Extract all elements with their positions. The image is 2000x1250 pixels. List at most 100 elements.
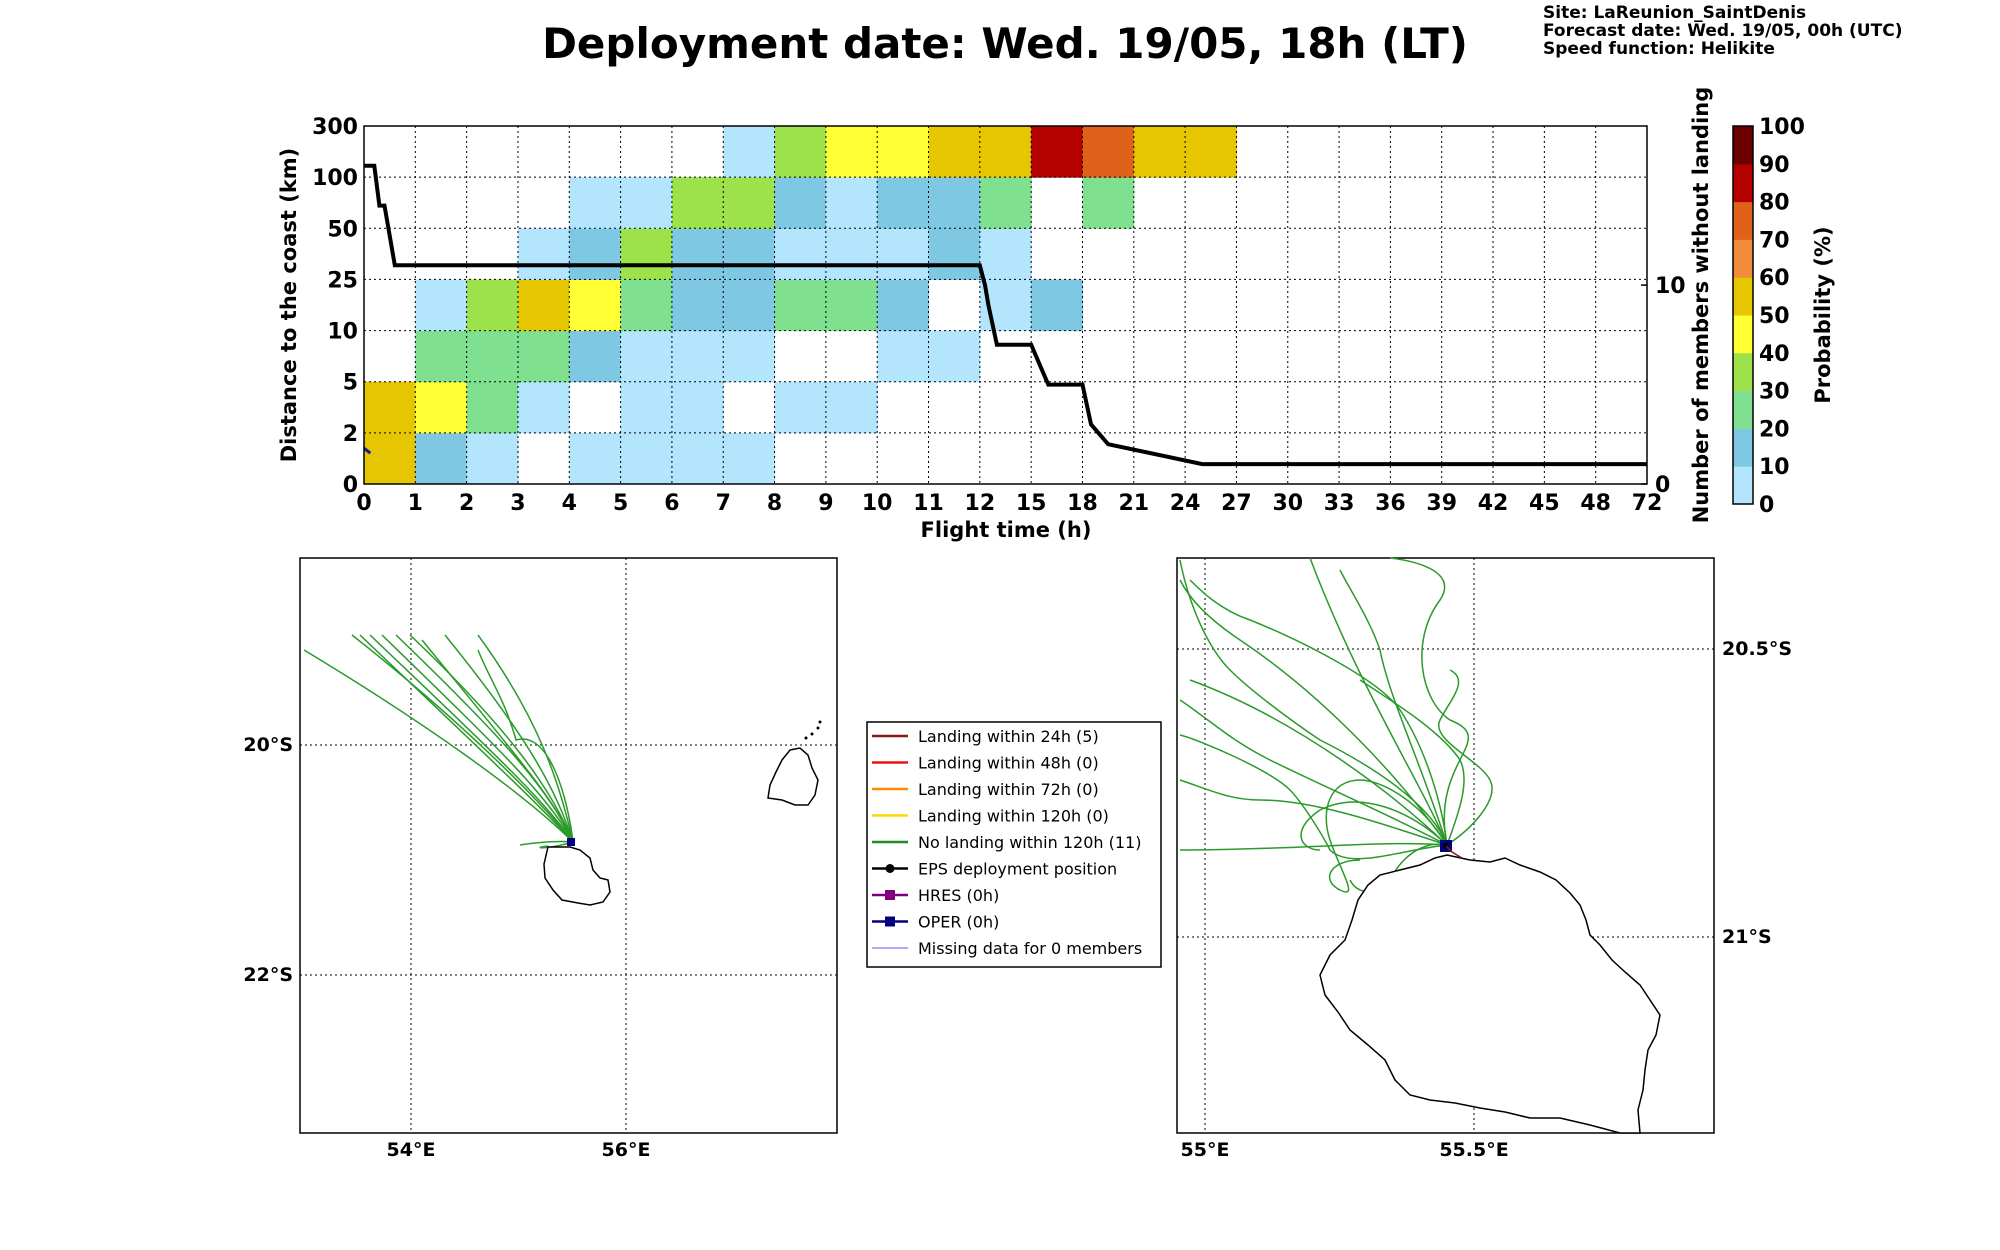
y-tick-label: 300 (312, 115, 358, 140)
heatmap-cell (569, 330, 622, 383)
heatmap-cell (928, 330, 981, 383)
x-tick-label: 45 (1529, 491, 1560, 516)
x-tick-label: 11 (913, 491, 944, 516)
x-tick-label: 27 (1221, 491, 1252, 516)
regional-y-tick-20S: 20°S (243, 734, 293, 756)
colorbar-tick-label: 70 (1759, 228, 1790, 253)
heatmap-cell (774, 279, 827, 332)
heatmap-cell (1185, 126, 1237, 178)
figure-title: Deployment date: Wed. 19/05, 18h (LT) (542, 19, 1468, 68)
legend-marker (885, 916, 895, 927)
mauritius-coastline (767, 747, 819, 806)
heatmap-cell (466, 432, 519, 485)
legend-label: Landing within 72h (0) (918, 780, 1099, 799)
legend-item: OPER (0h) (872, 913, 999, 932)
legend-label: OPER (0h) (918, 913, 999, 932)
heatmap-cell (877, 177, 930, 229)
legend-marker (885, 890, 895, 900)
heatmap-cells (364, 126, 1237, 485)
heatmap-cell (671, 381, 724, 434)
legend-label: EPS deployment position (918, 860, 1117, 879)
legend-items: Landing within 24h (5) Landing within 48h… (872, 727, 1142, 958)
heatmap-cell (620, 177, 673, 229)
y-tick-label: 100 (312, 166, 358, 191)
colorbar-frame (1732, 125, 1754, 505)
regional-map-ticks: 54°E 56°E 20°S 22°S (243, 734, 650, 1161)
zoom-y-tick-21S: 21°S (1722, 926, 1772, 948)
heatmap-cell (466, 330, 519, 383)
x-tick-label: 33 (1324, 491, 1355, 516)
x-tick-label: 24 (1170, 491, 1201, 516)
zoom-landing-track (1445, 845, 1463, 859)
heatmap-cell (877, 126, 930, 178)
y-tick-label: 25 (327, 268, 358, 293)
heatmap-cell (1133, 126, 1186, 178)
x-tick-label: 6 (664, 491, 679, 516)
heatmap-cell (415, 381, 468, 434)
x-tick-label: 36 (1375, 491, 1406, 516)
legend-item: Landing within 24h (5) (872, 727, 1099, 746)
x-axis-label: Flight time (h) (921, 518, 1092, 542)
colorbar-tick-label: 40 (1759, 342, 1790, 367)
colorbar: 0 10 20 30 40 50 60 70 80 90 100 Probability (%) (1732, 115, 1835, 518)
heatmap-cell (774, 228, 827, 280)
heatmap-frame (363, 125, 1648, 485)
heatmap-cell (774, 126, 827, 178)
colorbar-tick-label: 50 (1759, 304, 1790, 329)
x-tick-label: 1 (408, 491, 423, 516)
heatmap-cell (466, 279, 519, 332)
legend-item: Landing within 48h (0) (872, 754, 1099, 773)
heatmap-cell (517, 381, 570, 434)
colorbar-label: Probability (%) (1811, 226, 1835, 403)
heatmap-cell (723, 228, 776, 280)
regional-x-tick-56E: 56°E (602, 1139, 651, 1161)
colorbar-tick-label: 100 (1759, 115, 1805, 140)
heatmap-cell (723, 279, 776, 332)
x-tick-label: 21 (1118, 491, 1149, 516)
colorbar-swatch (1733, 466, 1753, 505)
colorbar-tick-label: 10 (1759, 455, 1790, 480)
y-axis-label: Distance to the coast (km) (277, 148, 301, 463)
x-tick-label: 18 (1067, 491, 1098, 516)
forecast-date-label: Forecast date: Wed. 19/05, 00h (UTC) (1543, 21, 1902, 41)
legend-item: EPS deployment position (872, 860, 1117, 879)
heatmap-cell (979, 228, 1032, 280)
heatmap-gridlines (364, 126, 1647, 484)
heatmap-cell (723, 177, 776, 229)
heatmap-cell (517, 279, 570, 332)
zoom-y-tick-20-5S: 20.5°S (1722, 638, 1792, 660)
zoom-x-tick-55E: 55°E (1181, 1139, 1230, 1161)
speed-function-label: Speed function: Helikite (1543, 39, 1775, 59)
x-tick-label: 30 (1272, 491, 1303, 516)
heatmap-cell (877, 228, 930, 280)
members-without-landing-line (364, 163, 1647, 467)
x-tick-label: 3 (510, 491, 525, 516)
regional-x-tick-54E: 54°E (387, 1139, 436, 1161)
heatmap-cell (1082, 126, 1135, 178)
x-tick-label: 5 (613, 491, 628, 516)
heatmap-cell (671, 177, 724, 229)
heatmap-cell (569, 177, 622, 229)
colorbar-swatch (1733, 126, 1753, 165)
zoom-tracks (1179, 557, 1493, 893)
heatmap-cell (774, 381, 827, 434)
x-tick-label: 72 (1632, 491, 1663, 516)
zoom-x-tick-55-5E: 55.5°E (1439, 1139, 1508, 1161)
legend-label: Landing within 48h (0) (918, 754, 1099, 773)
heatmap-cell (928, 126, 981, 178)
mauritius-islets (804, 720, 822, 740)
heatmap-cell (723, 432, 776, 485)
colorbar-tick-label: 90 (1759, 153, 1790, 178)
x-tick-label: 48 (1580, 491, 1611, 516)
heatmap-cell (620, 330, 673, 383)
colorbar-tick-label: 0 (1759, 493, 1774, 518)
regional-tracks (303, 634, 574, 849)
x-tick-label: 42 (1478, 491, 1509, 516)
heatmap-cell (877, 330, 930, 383)
heatmap-cell (364, 381, 416, 434)
heatmap-cell (979, 177, 1032, 229)
colorbar-swatch (1733, 428, 1753, 467)
y2-tick-labels: 0 10 (1641, 274, 1686, 498)
